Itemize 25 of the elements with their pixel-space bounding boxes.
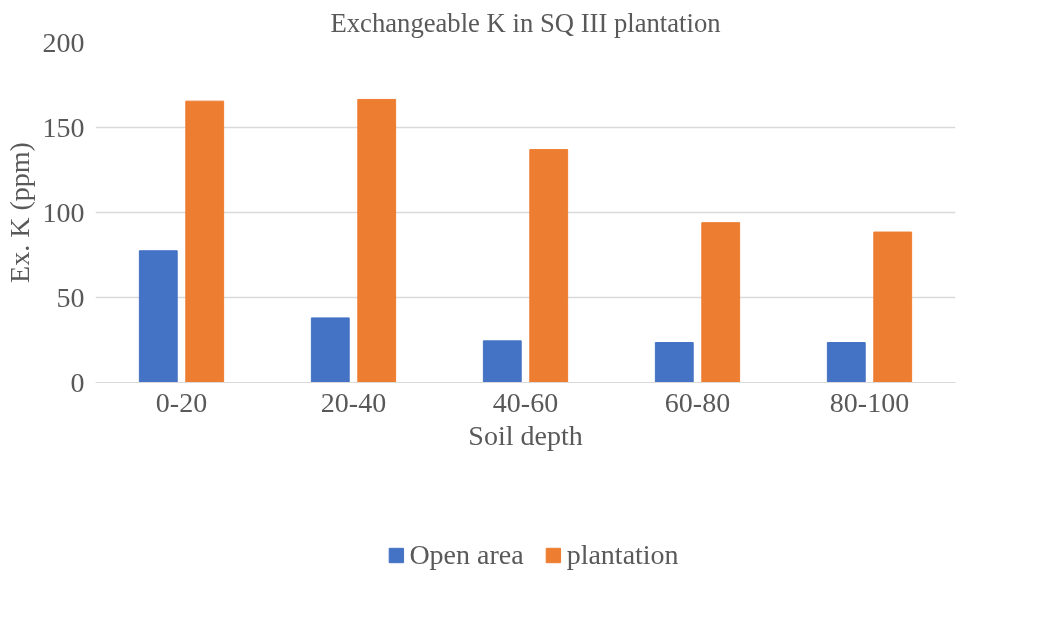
y-tick-label: 100 [42,196,85,228]
x-axis-title: Soil depth [468,419,583,451]
x-tick-label: 40-60 [492,386,559,418]
x-tick-label: 80-100 [829,386,910,418]
x-tick-label: 0-20 [155,386,208,418]
bar [357,98,397,383]
bar [826,342,866,383]
bar [185,100,225,383]
y-tick-label: 0 [70,366,85,398]
legend-label: plantation [566,539,679,572]
bar [482,340,522,383]
x-tick-label: 20-40 [320,386,387,418]
legend-label: Open area [409,539,524,572]
y-tick-label: 50 [56,281,85,313]
y-axis-title: Ex. K (ppm) [3,142,35,283]
bar [310,317,350,383]
y-tick-label: 150 [42,111,85,143]
bar [138,250,178,383]
x-tick-label: 60-80 [664,386,731,418]
y-tick-label: 200 [42,26,85,58]
chart-title: Exchangeable K in SQ III plantation [330,7,721,38]
bar [873,231,913,383]
bar [654,342,694,383]
bar [529,149,569,383]
bar [701,222,741,383]
